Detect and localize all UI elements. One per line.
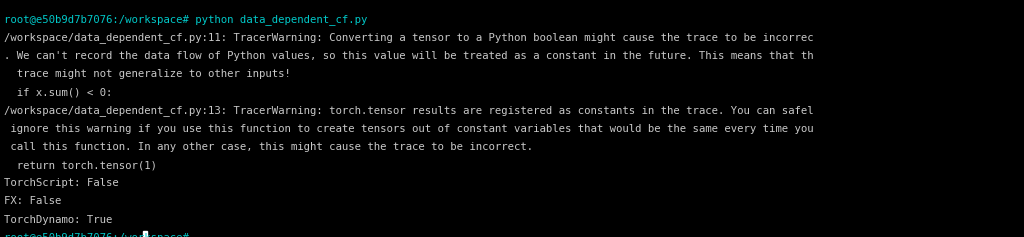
Bar: [142, 231, 147, 237]
Text: TorchDynamo: True: TorchDynamo: True: [4, 215, 113, 225]
Text: call this function. In any other case, this might cause the trace to be incorrec: call this function. In any other case, t…: [4, 142, 534, 152]
Text: root@e50b9d7b7076:/workspace#: root@e50b9d7b7076:/workspace#: [4, 233, 196, 237]
Text: FX: False: FX: False: [4, 196, 61, 206]
Text: /workspace/data_dependent_cf.py:13: TracerWarning: torch.tensor results are regi: /workspace/data_dependent_cf.py:13: Trac…: [4, 105, 814, 116]
Text: . We can't record the data flow of Python values, so this value will be treated : . We can't record the data flow of Pytho…: [4, 51, 814, 61]
Text: /workspace/data_dependent_cf.py:11: TracerWarning: Converting a tensor to a Pyth: /workspace/data_dependent_cf.py:11: Trac…: [4, 32, 814, 43]
Text: ignore this warning if you use this function to create tensors out of constant v: ignore this warning if you use this func…: [4, 124, 814, 134]
Text: root@e50b9d7b7076:/workspace# python data_dependent_cf.py: root@e50b9d7b7076:/workspace# python dat…: [4, 14, 368, 25]
Text: TorchScript: False: TorchScript: False: [4, 178, 119, 188]
Text: trace might not generalize to other inputs!: trace might not generalize to other inpu…: [4, 69, 291, 79]
Text: if x.sum() < 0:: if x.sum() < 0:: [4, 87, 113, 97]
Text: return torch.tensor(1): return torch.tensor(1): [4, 160, 157, 170]
